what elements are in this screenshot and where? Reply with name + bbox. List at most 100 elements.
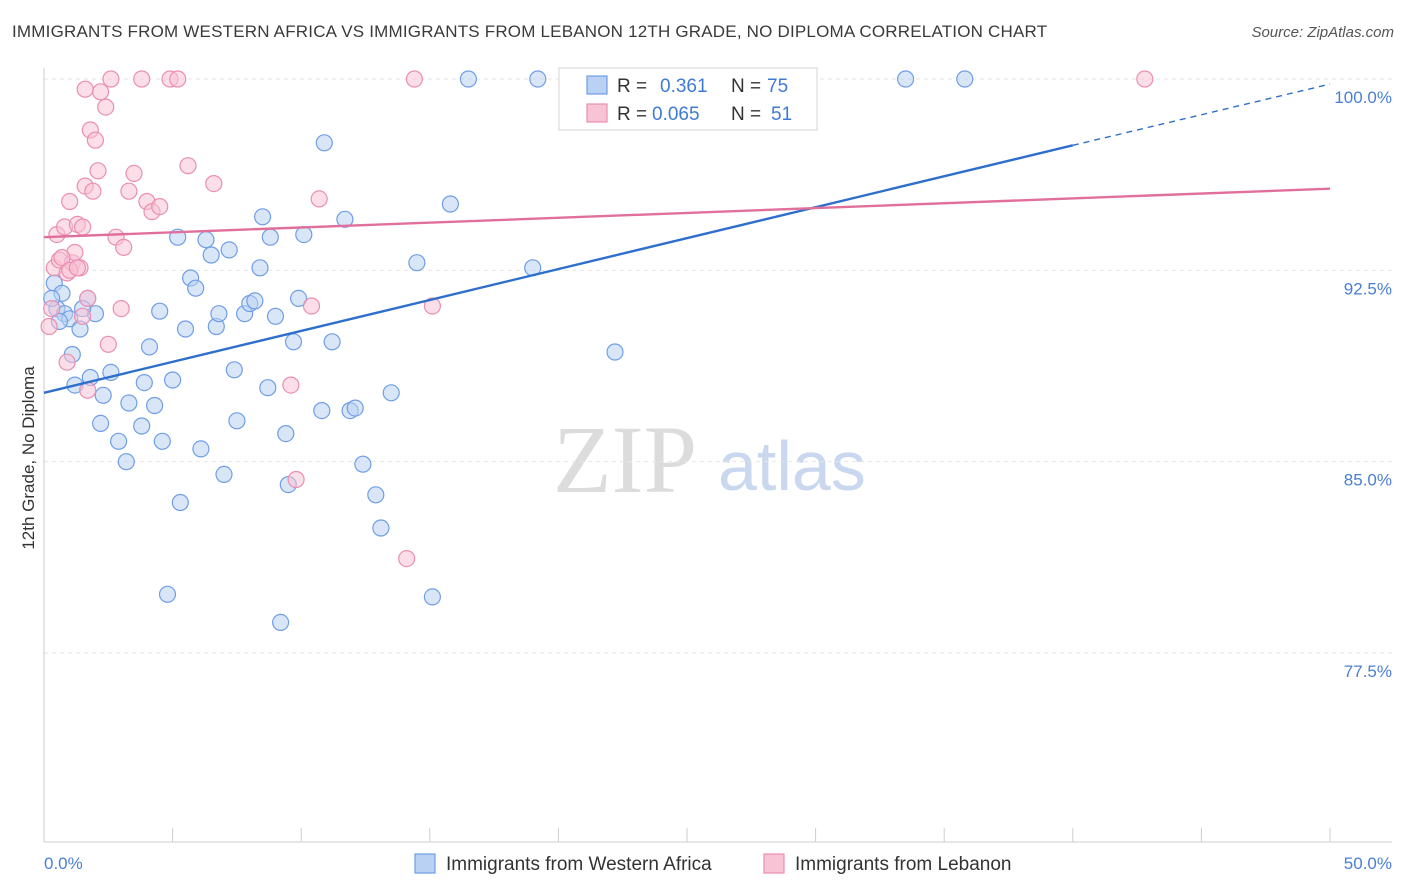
point-western-africa-74 <box>91 414 110 432</box>
point-lebanon-37 <box>398 549 416 568</box>
point-lebanon-34 <box>287 470 305 489</box>
point-western-africa-52 <box>313 402 331 420</box>
point-lebanon-24 <box>125 164 143 182</box>
y-tick-label-2: 85.0% <box>1344 471 1392 490</box>
point-western-africa-68 <box>606 343 624 361</box>
legend-n-value-pink: 51 <box>771 104 792 125</box>
trend-lines <box>43 83 1331 394</box>
trend-line-lebanon <box>43 187 1331 239</box>
point-western-africa-14 <box>117 453 135 471</box>
point-lebanon-45 <box>68 259 87 277</box>
x-axis-ticks <box>43 828 1331 842</box>
point-lebanon-23 <box>120 182 138 200</box>
watermark-zip: ZIP <box>553 406 697 513</box>
point-western-africa-44 <box>261 228 279 246</box>
point-lebanon-6 <box>61 192 79 211</box>
legend-r-value-blue: 0.361 <box>660 76 708 97</box>
point-western-africa-47 <box>277 425 295 443</box>
watermark-atlas: atlas <box>718 427 866 505</box>
point-western-africa-37 <box>228 412 246 430</box>
bottom-legend-swatch-blue <box>414 853 436 874</box>
point-western-africa-59 <box>367 486 385 504</box>
point-western-africa-35 <box>220 241 238 259</box>
point-western-africa-45 <box>266 307 285 325</box>
point-lebanon-38 <box>405 70 423 88</box>
point-lebanon-47 <box>99 335 117 353</box>
point-lebanon-25 <box>133 70 151 88</box>
trend-line-western-africa-extension <box>1072 83 1331 147</box>
y-tick-labels: 100.0% 92.5% 85.0% 77.5% <box>1334 88 1392 681</box>
source-credit: Source: ZipAtlas.com <box>1251 24 1394 41</box>
point-western-africa-46 <box>272 613 290 632</box>
legend-r-label-blue: R = <box>617 76 647 97</box>
point-western-africa-42 <box>254 208 272 226</box>
series-legend: Immigrants from Western Africa Immigrant… <box>414 853 1012 875</box>
bottom-legend-label-pink: Immigrants from Lebanon <box>795 854 1012 875</box>
point-western-africa-67 <box>529 70 547 88</box>
point-lebanon-35 <box>302 297 321 315</box>
trend-line-western-africa <box>43 144 1074 394</box>
legend-n-label-blue: N = <box>731 76 761 97</box>
point-western-africa-22 <box>158 585 177 603</box>
point-western-africa-63 <box>423 588 441 606</box>
point-lebanon-17 <box>89 162 107 180</box>
series-lebanon-points <box>40 70 1154 568</box>
point-lebanon-0 <box>43 300 61 318</box>
legend-swatch-pink <box>586 103 608 123</box>
point-western-africa-19 <box>146 396 164 415</box>
point-lebanon-11 <box>73 218 92 236</box>
point-western-africa-15 <box>120 394 138 412</box>
x-tick-label-min: 0.0% <box>44 854 83 873</box>
point-western-africa-20 <box>151 302 169 320</box>
x-tick-label-max: 50.0% <box>1344 854 1392 873</box>
legend-r-value-pink: 0.065 <box>652 104 700 125</box>
point-lebanon-32 <box>205 175 223 193</box>
point-lebanon-42 <box>53 249 71 267</box>
point-western-africa-13 <box>109 432 128 450</box>
y-tick-label-3: 77.5% <box>1344 662 1392 681</box>
gridlines <box>44 78 1392 654</box>
point-lebanon-39 <box>423 297 441 315</box>
point-lebanon-22 <box>112 300 130 318</box>
point-western-africa-60 <box>372 519 390 537</box>
point-western-africa-53 <box>315 134 333 152</box>
point-western-africa-36 <box>225 361 243 379</box>
bottom-legend-label-blue: Immigrants from Western Africa <box>446 854 712 875</box>
point-lebanon-31 <box>179 157 197 175</box>
y-tick-label-1: 92.5% <box>1344 279 1392 298</box>
legend-r-label-pink: R = <box>617 104 647 125</box>
point-western-africa-57 <box>346 399 364 417</box>
bottom-legend-swatch-pink <box>763 853 785 874</box>
point-lebanon-19 <box>97 98 115 116</box>
point-western-africa-69 <box>896 70 915 88</box>
point-western-africa-17 <box>135 374 153 392</box>
point-lebanon-13 <box>79 289 97 307</box>
point-lebanon-28 <box>151 198 169 216</box>
point-western-africa-11 <box>94 386 112 404</box>
legend-n-label-pink: N = <box>731 104 761 125</box>
y-tick-label-0: 100.0% <box>1334 88 1392 107</box>
point-lebanon-20 <box>102 70 120 88</box>
point-western-africa-21 <box>153 432 171 450</box>
point-western-africa-18 <box>140 338 159 356</box>
point-western-africa-70 <box>956 70 974 88</box>
point-western-africa-16 <box>133 417 151 435</box>
point-lebanon-48 <box>58 353 76 371</box>
point-western-africa-50 <box>290 289 308 307</box>
legend-n-value-blue: 75 <box>767 76 788 97</box>
point-western-africa-65 <box>459 70 477 88</box>
point-lebanon-36 <box>310 190 328 208</box>
point-western-africa-51 <box>295 226 313 244</box>
point-western-africa-34 <box>215 465 233 483</box>
point-western-africa-29 <box>192 440 210 458</box>
point-western-africa-62 <box>408 254 426 272</box>
point-western-africa-64 <box>441 195 459 213</box>
point-western-africa-31 <box>202 246 220 264</box>
point-lebanon-44 <box>73 307 92 325</box>
point-lebanon-33 <box>282 376 300 394</box>
point-western-africa-25 <box>171 493 189 512</box>
legend-swatch-blue <box>586 75 608 95</box>
point-western-africa-23 <box>164 371 182 389</box>
point-western-africa-61 <box>382 384 400 402</box>
